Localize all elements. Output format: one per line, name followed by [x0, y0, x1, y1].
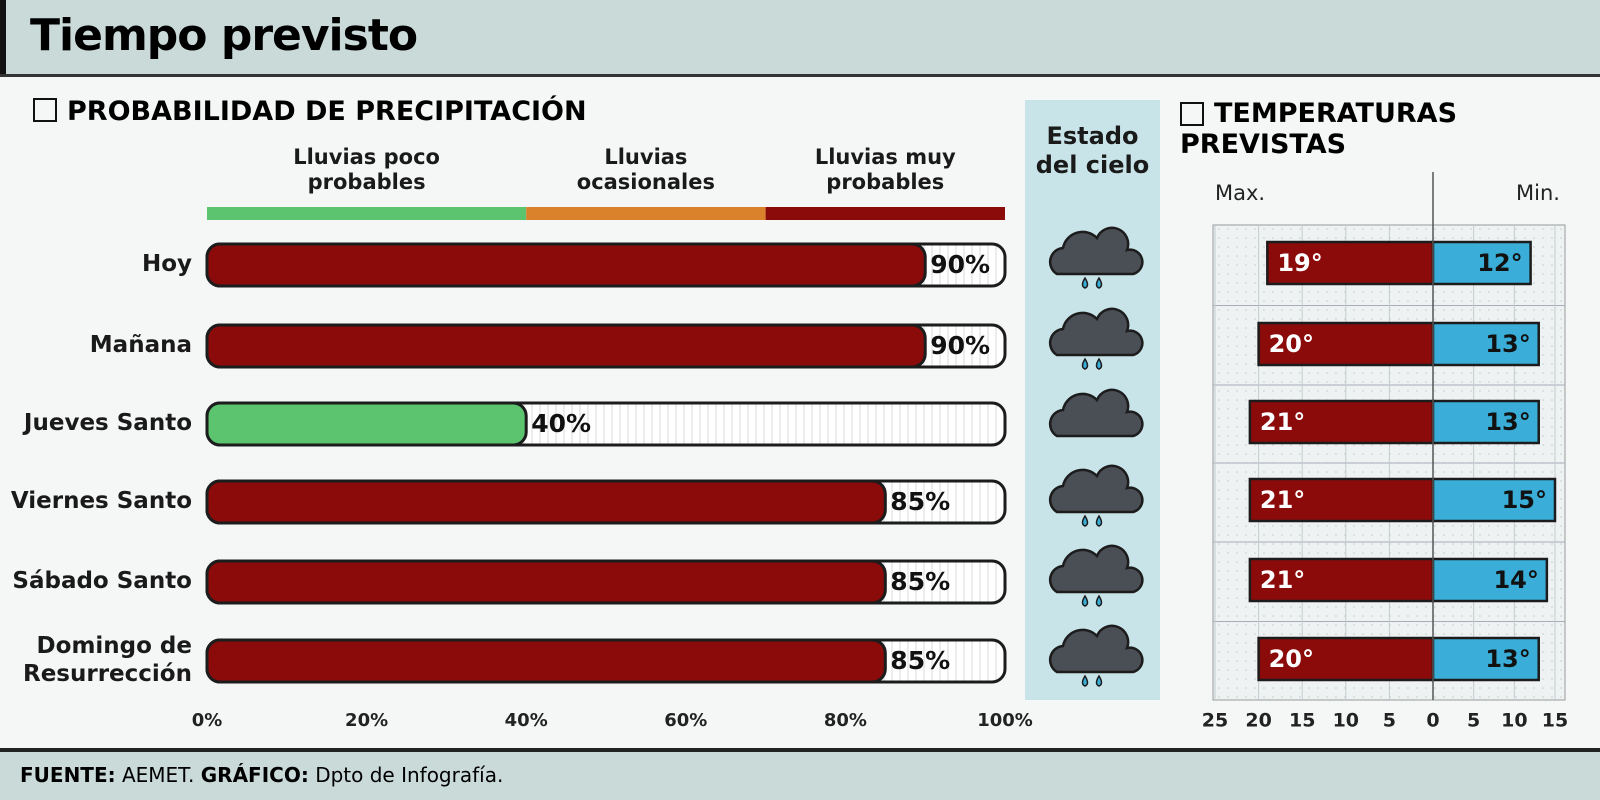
value-label: 14°	[1493, 566, 1538, 594]
header-accent	[0, 0, 6, 76]
bar	[1257, 636, 1435, 682]
footer: FUENTE: AEMET. GRÁFICO: Dpto de Infograf…	[0, 748, 1600, 800]
value-label: 40%	[531, 409, 591, 438]
source: AEMET.	[121, 763, 195, 787]
value-label: 21°	[1260, 566, 1305, 594]
bar	[1431, 321, 1540, 367]
value-label: 19°	[1277, 249, 1322, 277]
value-label: 13°	[1485, 645, 1530, 673]
bar	[1431, 240, 1532, 286]
value-label: 85%	[890, 567, 950, 596]
zone-label: Lluvias muy probables	[814, 145, 956, 195]
section-heading: TEMPERATURAS PREVISTAS	[1180, 98, 1480, 160]
value-label: 85%	[890, 487, 950, 516]
value-label: 20°	[1269, 330, 1314, 358]
x-tick-label: 60%	[664, 710, 707, 731]
x-tick-label: 0%	[192, 710, 223, 731]
credit: Dpto de Infografía.	[315, 763, 504, 787]
bar	[205, 479, 887, 525]
bar	[205, 638, 887, 684]
category-label: Viernes Santo	[10, 488, 192, 515]
value-label: 90%	[930, 250, 990, 279]
value-label: 12°	[1477, 249, 1522, 277]
section-heading: PROBABILIDAD DE PRECIPITACIÓN	[33, 96, 587, 127]
x-tick-label: 20%	[345, 710, 388, 731]
sky-title: Estado del cielo	[1035, 122, 1150, 179]
category-label: Jueves Santo	[23, 410, 192, 437]
x-tick-label: 10	[1501, 710, 1527, 732]
category-label: Hoy	[141, 251, 192, 278]
bar	[205, 559, 887, 605]
x-tick-label: 40%	[505, 710, 548, 731]
page-title: Tiempo previsto	[30, 10, 418, 61]
bar	[1248, 557, 1435, 603]
value-label: 21°	[1260, 486, 1305, 514]
x-tick-label: 15	[1542, 710, 1568, 732]
bar	[205, 323, 927, 369]
chart-title: PROBABILIDAD DE PRECIPITACIÓN	[67, 96, 587, 127]
x-tick-label: 25	[1202, 710, 1228, 732]
value-label: 90%	[930, 331, 990, 360]
x-tick-label: 15	[1289, 710, 1315, 732]
header-rule	[0, 74, 1600, 77]
zone-band	[526, 207, 766, 220]
x-tick-label: 5	[1383, 710, 1396, 732]
category-label: Domingo de Resurrección	[23, 633, 192, 687]
value-label: 15°	[1502, 486, 1547, 514]
value-label: 85%	[890, 646, 950, 675]
value-label: 21°	[1260, 408, 1305, 436]
x-tick-label: 20	[1245, 710, 1271, 732]
zone-band	[207, 207, 527, 220]
axis-name: Max.	[1215, 181, 1265, 205]
chart-title: TEMPERATURAS PREVISTAS	[1180, 98, 1458, 161]
category-label: Sábado Santo	[12, 568, 192, 595]
zone-label: Lluvias poco probables	[293, 145, 440, 195]
source-label: FUENTE:	[20, 763, 116, 787]
x-tick-label: 80%	[824, 710, 867, 731]
credit-label: GRÁFICO:	[200, 763, 309, 787]
bar	[1431, 399, 1540, 445]
header-band	[0, 0, 1600, 76]
axis-name: Min.	[1516, 181, 1560, 205]
zone-label: Lluvias ocasionales	[576, 145, 715, 195]
x-tick-label: 100%	[977, 710, 1033, 731]
bar	[1248, 399, 1435, 445]
zone-band	[765, 207, 1005, 220]
bar	[1257, 321, 1435, 367]
x-tick-label: 10	[1333, 710, 1359, 732]
category-label: Mañana	[89, 332, 192, 359]
value-label: 13°	[1485, 408, 1530, 436]
value-label: 20°	[1269, 645, 1314, 673]
bar	[1266, 240, 1435, 286]
bar	[205, 242, 927, 288]
bar	[205, 401, 528, 447]
x-tick-label: 5	[1467, 710, 1480, 732]
value-label: 13°	[1485, 330, 1530, 358]
x-tick-label: 0	[1426, 710, 1439, 732]
